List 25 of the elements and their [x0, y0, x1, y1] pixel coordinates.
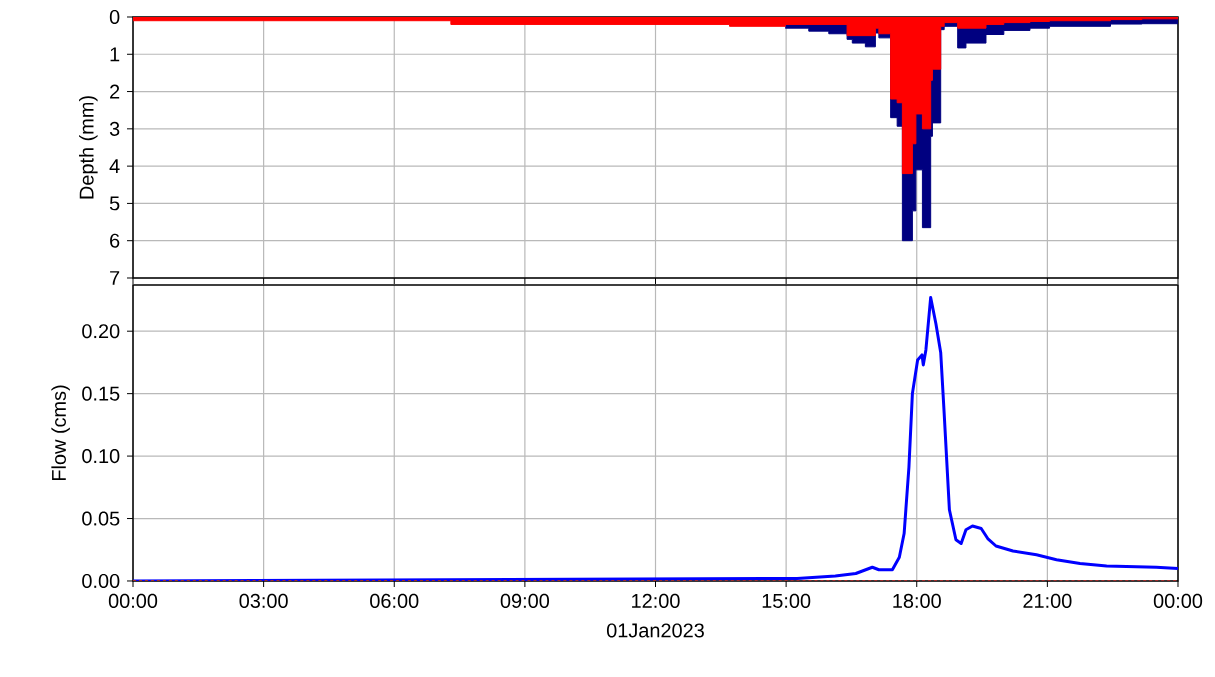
- x-tick-label: 12:00: [632, 593, 680, 608]
- x-axis-title: 01Jan2023: [606, 623, 704, 638]
- x-tick-label: 21:00: [1023, 593, 1072, 608]
- y-tick-label: 6: [110, 233, 120, 248]
- x-tick-label: 06:00: [370, 593, 419, 608]
- y-tick-label: 1: [110, 47, 120, 62]
- y-tick-label: 0.15: [82, 386, 120, 401]
- x-tick-label: 00:00: [1153, 593, 1203, 608]
- y-tick-label: 2: [110, 84, 120, 99]
- y-tick-label: 0.20: [82, 324, 120, 339]
- y-tick-label: 4: [109, 159, 120, 173]
- y-axis-title: Depth (mm): [79, 96, 98, 199]
- y-tick-label: 7: [110, 271, 120, 285]
- x-tick-label: 03:00: [239, 593, 288, 608]
- y-axis-title: Flow (cms): [51, 385, 70, 481]
- x-tick-label: 00:00: [108, 593, 158, 608]
- y-tick-label: 0.10: [82, 449, 120, 464]
- y-tick-label: 0.05: [82, 511, 120, 526]
- x-tick-label: 18:00: [893, 593, 941, 608]
- y-tick-label: 5: [109, 196, 120, 211]
- x-tick-label: 15:00: [762, 593, 811, 608]
- y-tick-label: 3: [109, 121, 120, 136]
- x-tick-label: 09:00: [500, 593, 550, 608]
- y-tick-label: 0.00: [82, 573, 120, 589]
- y-tick-label: 0: [109, 9, 120, 25]
